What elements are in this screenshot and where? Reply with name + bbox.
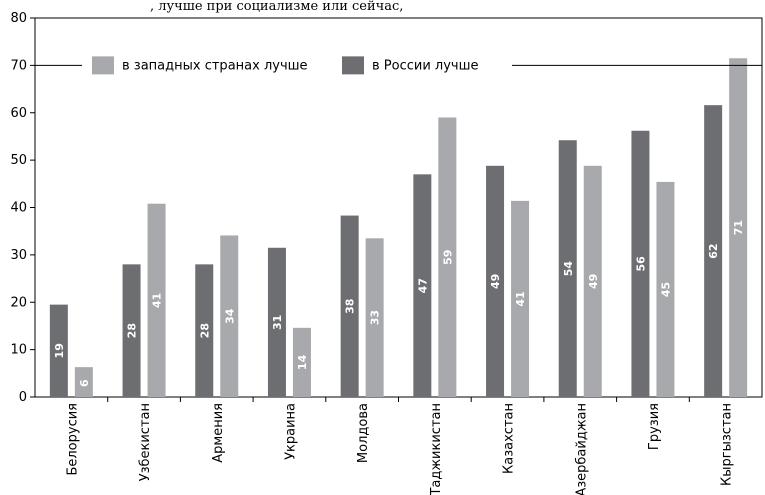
- bar: [292, 327, 311, 397]
- bars: 19 6 28 41 28 34 31 14 38 33 47 59 49 41 54 49 56 45 62 71: [49, 58, 748, 398]
- bar-value-label: 62: [707, 243, 720, 258]
- bar: [656, 181, 675, 397]
- category-label: Казахстан: [502, 403, 517, 474]
- bar: [49, 304, 68, 397]
- bar: [511, 200, 530, 397]
- bar: [220, 235, 239, 397]
- bar: [267, 247, 286, 397]
- bar-value-label: 47: [416, 278, 429, 293]
- bar-value-label: 38: [344, 299, 357, 314]
- y-tick-label: 0: [19, 390, 27, 405]
- bar: [704, 105, 723, 398]
- bar: [195, 264, 214, 397]
- category-label: Таджикистан: [429, 403, 444, 495]
- axes: 0 10 20 30 40 50 60 70 80 Белорусия Узбекистан Арме…: [10, 11, 763, 495]
- bar-value-label: 28: [198, 323, 211, 338]
- y-tick-label: 70: [10, 58, 27, 73]
- legend-bg: [82, 53, 332, 78]
- bar-value-label: 34: [223, 308, 236, 324]
- category-label: Азербайджан: [574, 403, 589, 495]
- legend-label: в западных странах лучше: [122, 58, 308, 73]
- bar: [122, 264, 141, 397]
- bar: [365, 238, 384, 397]
- y-tick-label: 60: [10, 106, 27, 121]
- bar-value-label: 71: [732, 220, 745, 235]
- category-label: Кыргызстан: [720, 403, 735, 486]
- bar-value-label: 6: [78, 379, 91, 387]
- legend-label: в России лучше: [372, 58, 479, 73]
- bar-value-label: 28: [126, 323, 139, 338]
- category-label: Узбекистан: [138, 403, 153, 481]
- bar: [729, 58, 748, 398]
- bar: [438, 117, 457, 398]
- bar-value-label: 19: [53, 343, 66, 358]
- bar: [558, 140, 577, 398]
- bar-value-label: 41: [151, 293, 164, 308]
- legend: в западных странах лучше в России лучше: [35, 53, 762, 78]
- bar-value-label: 59: [441, 250, 454, 265]
- legend-swatch: [342, 56, 364, 75]
- category-label: Грузия: [647, 403, 662, 450]
- y-tick-label: 40: [10, 201, 27, 216]
- y-tick-label: 80: [10, 11, 27, 26]
- bar-value-label: 49: [587, 274, 600, 289]
- bar-value-label: 14: [296, 354, 309, 370]
- header-fragment: , лучше при социализме или сейчас,: [150, 0, 403, 14]
- bar: [340, 215, 359, 397]
- legend-swatch: [92, 56, 114, 75]
- bar: [147, 203, 166, 397]
- bar: [583, 165, 602, 397]
- bar: [74, 367, 93, 397]
- y-tick-label: 50: [10, 153, 27, 168]
- bar-value-label: 49: [489, 274, 502, 289]
- y-tick-label: 20: [10, 295, 27, 310]
- category-label: Украина: [283, 403, 298, 460]
- y-tick-label: 10: [10, 343, 27, 358]
- bar-value-label: 31: [271, 315, 284, 330]
- bar: [486, 165, 505, 397]
- bar-value-label: 45: [659, 282, 672, 297]
- bar: [413, 174, 432, 397]
- bar-value-label: 33: [369, 310, 382, 325]
- category-label: Армения: [211, 403, 226, 463]
- bar: [631, 130, 650, 397]
- bar-value-label: 56: [634, 256, 647, 272]
- bar-value-label: 41: [514, 291, 527, 306]
- category-label: Молдова: [356, 403, 371, 463]
- y-tick-label: 30: [10, 248, 27, 263]
- bar-value-label: 54: [562, 261, 575, 277]
- category-label: Белорусия: [65, 403, 80, 476]
